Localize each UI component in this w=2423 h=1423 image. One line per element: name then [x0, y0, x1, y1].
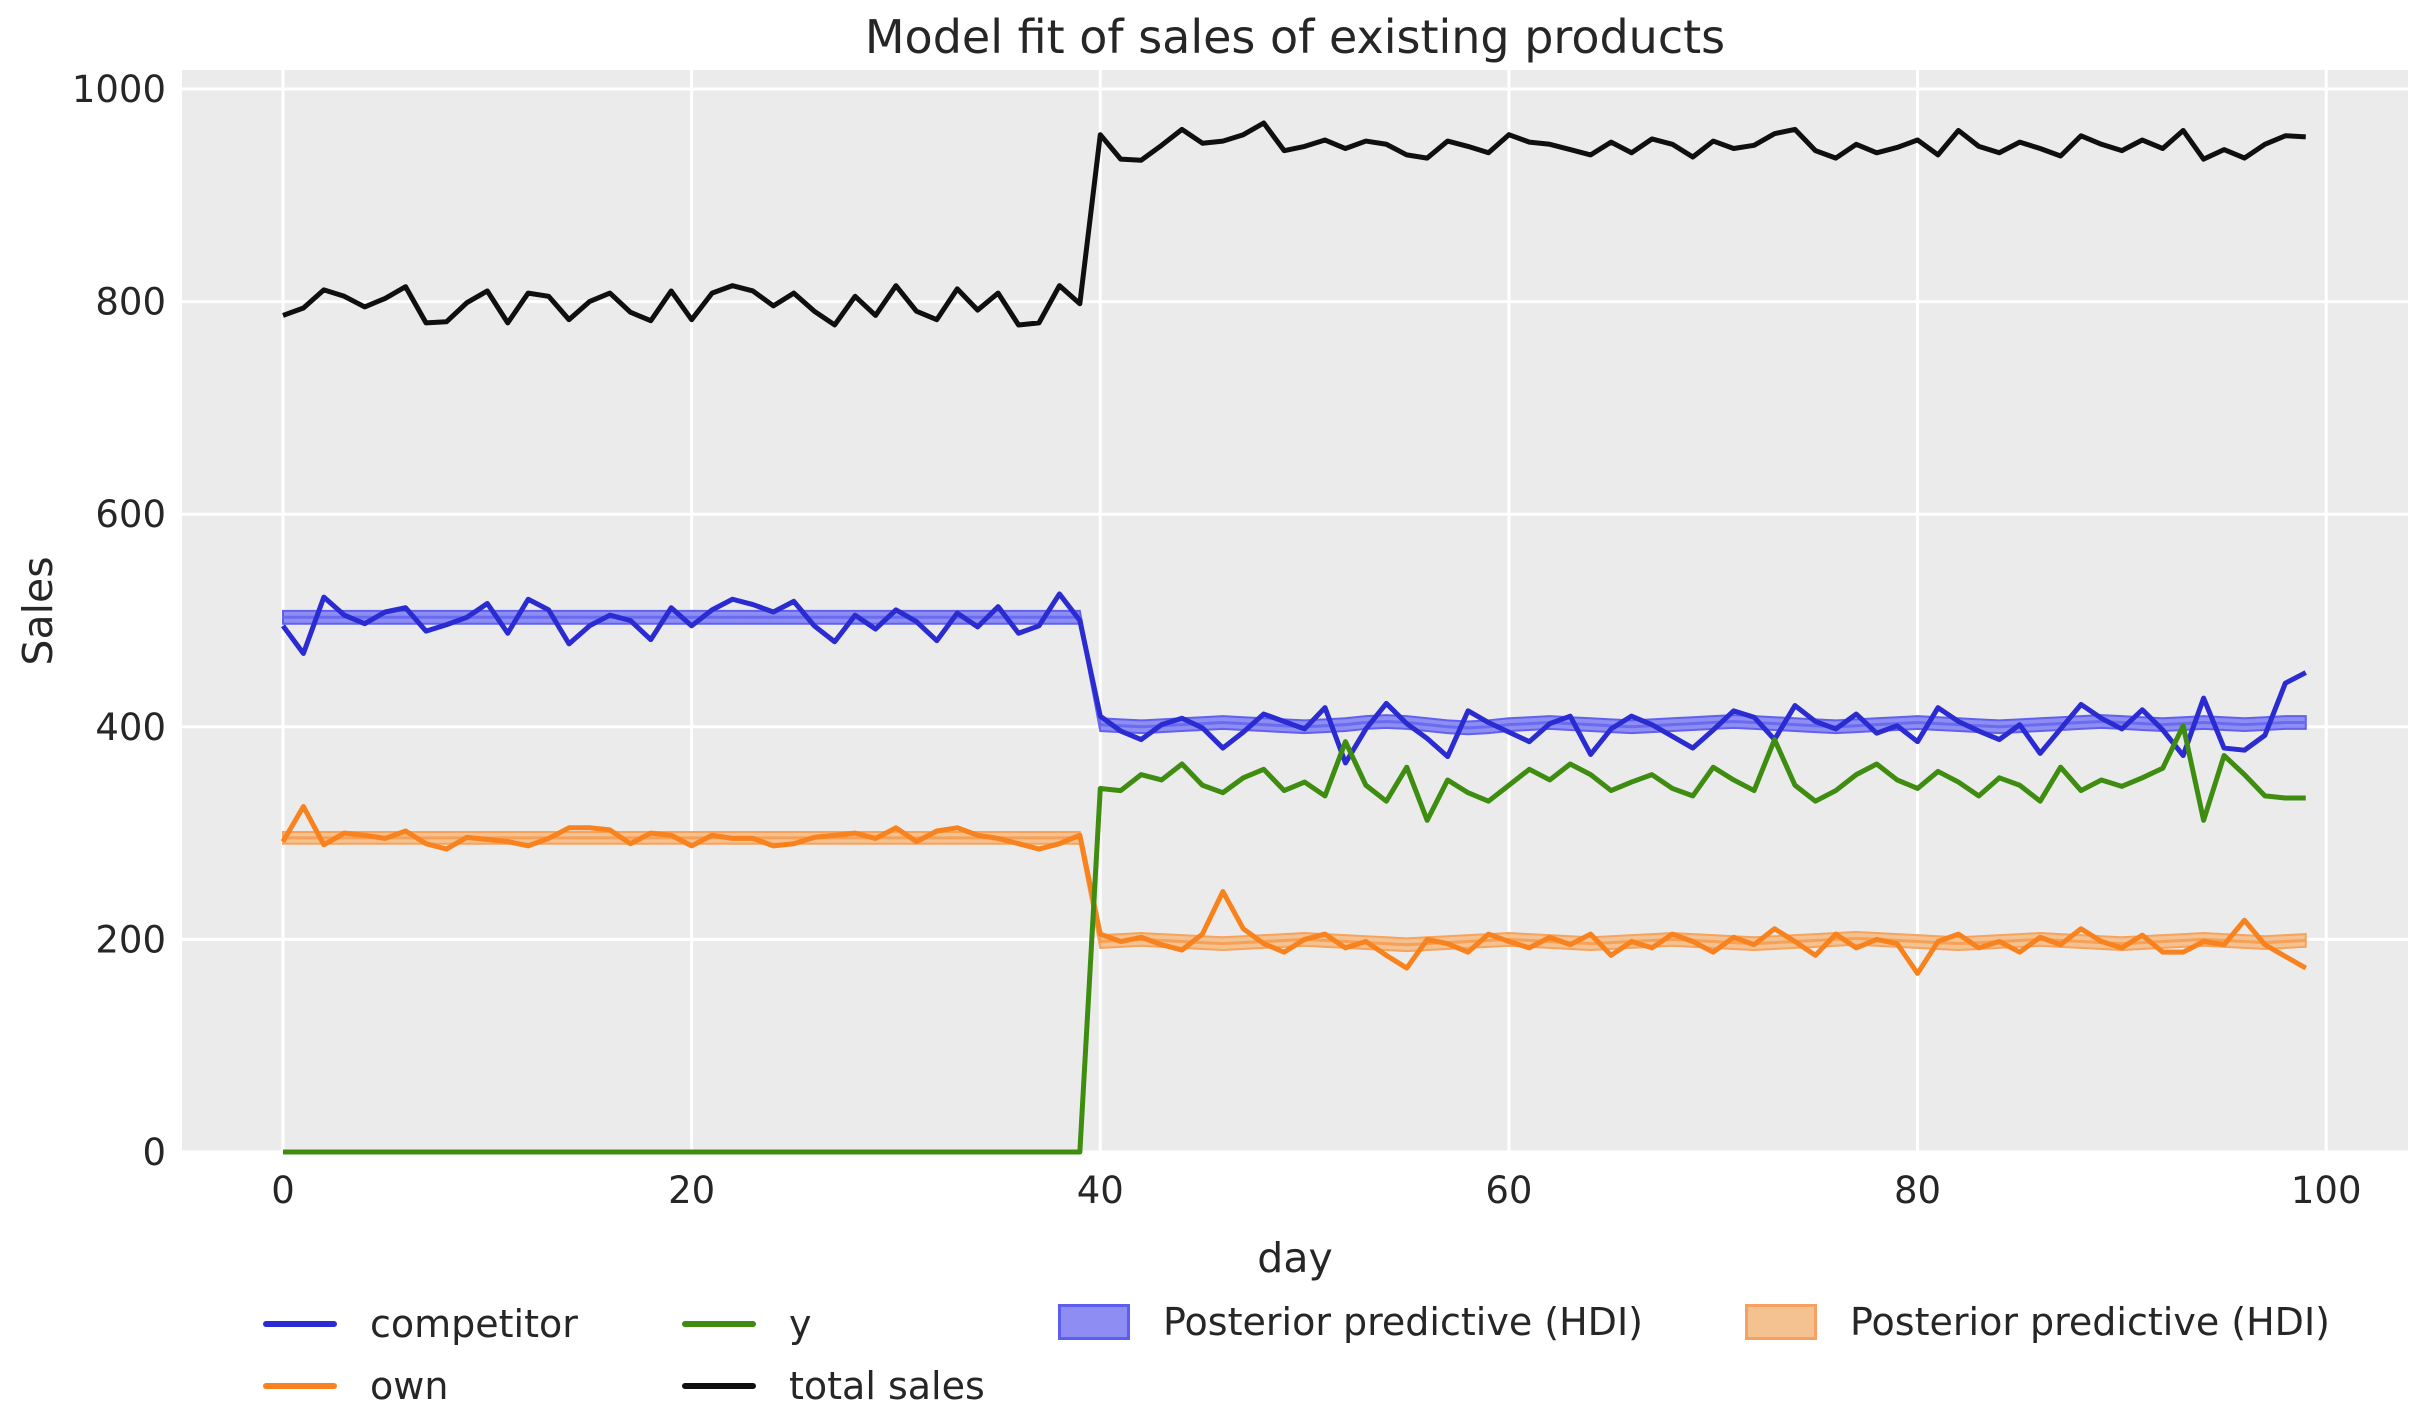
- y-tick-label: 1000: [72, 68, 166, 111]
- x-tick-label: 20: [668, 1169, 715, 1212]
- x-tick-label: 0: [271, 1169, 295, 1212]
- x-tick-label: 100: [2291, 1169, 2362, 1212]
- series-line-own: [280, 804, 2308, 976]
- series-line-total-sales: [282, 120, 2306, 328]
- y-tick-label: 0: [142, 1131, 166, 1174]
- y-axis-label: Sales: [14, 556, 62, 666]
- x-axis-label: day: [1257, 1234, 1333, 1282]
- series-line-y: [283, 723, 2306, 1155]
- y-tick-label: 800: [95, 281, 166, 324]
- y-tick-label: 400: [95, 706, 166, 749]
- series-line-competitor: [280, 591, 2307, 766]
- x-tick-label: 60: [1485, 1169, 1532, 1212]
- x-tick-label: 40: [1077, 1169, 1124, 1212]
- y-tick-label: 600: [95, 493, 166, 536]
- chart-title: Model fit of sales of existing products: [864, 10, 1726, 64]
- y-tick-label: 200: [95, 918, 166, 961]
- x-tick-label: 80: [1894, 1169, 1941, 1212]
